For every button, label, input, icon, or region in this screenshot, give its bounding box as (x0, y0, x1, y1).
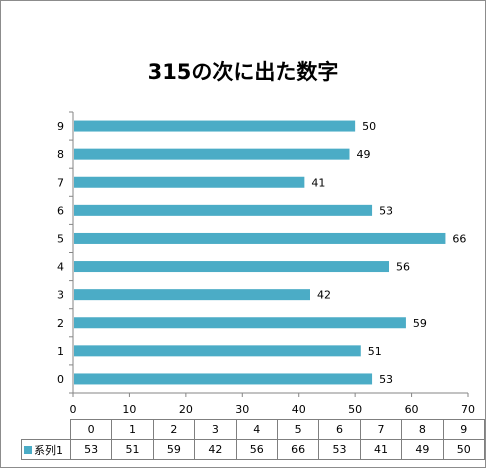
y-tick-label: 8 (57, 148, 64, 161)
y-tick-label: 9 (57, 120, 64, 133)
data-label: 66 (452, 232, 466, 245)
x-tick-label: 30 (235, 403, 249, 416)
x-tick-label: 20 (179, 403, 193, 416)
data-label: 56 (396, 261, 410, 274)
data-table-value: 59 (152, 439, 196, 460)
y-tick-label: 2 (57, 317, 64, 330)
bar (74, 289, 310, 301)
data-table-value: 41 (359, 439, 403, 460)
data-table-value: 49 (401, 439, 444, 460)
bar (74, 148, 350, 160)
data-label: 50 (362, 120, 376, 133)
data-table-category: 7 (359, 419, 403, 440)
data-table-value: 66 (276, 439, 320, 460)
data-table-value: 42 (194, 439, 237, 460)
data-table-value: 53 (69, 439, 113, 460)
bar (74, 261, 389, 273)
bar (74, 232, 446, 244)
data-label: 59 (413, 317, 427, 330)
y-tick-label: 4 (57, 261, 64, 274)
y-tick-label: 1 (57, 345, 64, 358)
data-table-value: 53 (318, 439, 361, 460)
bar (74, 345, 361, 357)
data-table-corner (21, 419, 71, 440)
data-label: 51 (368, 345, 382, 358)
data-label: 49 (357, 148, 371, 161)
data-table-category: 1 (111, 419, 154, 440)
y-tick-label: 6 (57, 204, 64, 217)
data-table-category: 6 (318, 419, 361, 440)
data-table-category: 9 (442, 419, 486, 440)
x-tick-label: 0 (70, 403, 77, 416)
data-label: 53 (379, 373, 393, 386)
x-tick-label: 40 (292, 403, 306, 416)
bar (74, 204, 373, 216)
x-tick-label: 50 (348, 403, 362, 416)
data-label: 42 (317, 289, 331, 302)
y-tick-label: 7 (57, 176, 64, 189)
chart-title: 315の次に出た数字 (147, 60, 339, 84)
data-label: 53 (379, 204, 393, 217)
y-tick-label: 5 (57, 232, 64, 245)
x-tick-label: 60 (405, 403, 419, 416)
data-table-category: 4 (235, 419, 278, 440)
bar (74, 176, 305, 188)
data-table-category: 2 (152, 419, 196, 440)
data-table-series-row: 系列1 53 51 59 42 56 66 53 41 49 50 (21, 439, 486, 460)
y-tick-label: 0 (57, 373, 64, 386)
y-tick-label: 3 (57, 289, 64, 302)
bar (74, 317, 406, 329)
data-table-value: 56 (235, 439, 278, 460)
data-table-series-label: 系列1 (21, 439, 71, 460)
data-table-value: 50 (442, 439, 486, 460)
data-table-category: 5 (276, 419, 320, 440)
bar (74, 120, 356, 132)
data-table-value: 51 (111, 439, 154, 460)
bar (74, 373, 373, 385)
data-table-category: 3 (194, 419, 237, 440)
x-tick-label: 10 (122, 403, 136, 416)
x-tick-label: 70 (461, 403, 475, 416)
data-table-category: 0 (69, 419, 113, 440)
data-label: 41 (311, 176, 325, 189)
series-name: 系列1 (34, 443, 63, 457)
data-table-category: 8 (401, 419, 444, 440)
legend-key (24, 445, 32, 454)
